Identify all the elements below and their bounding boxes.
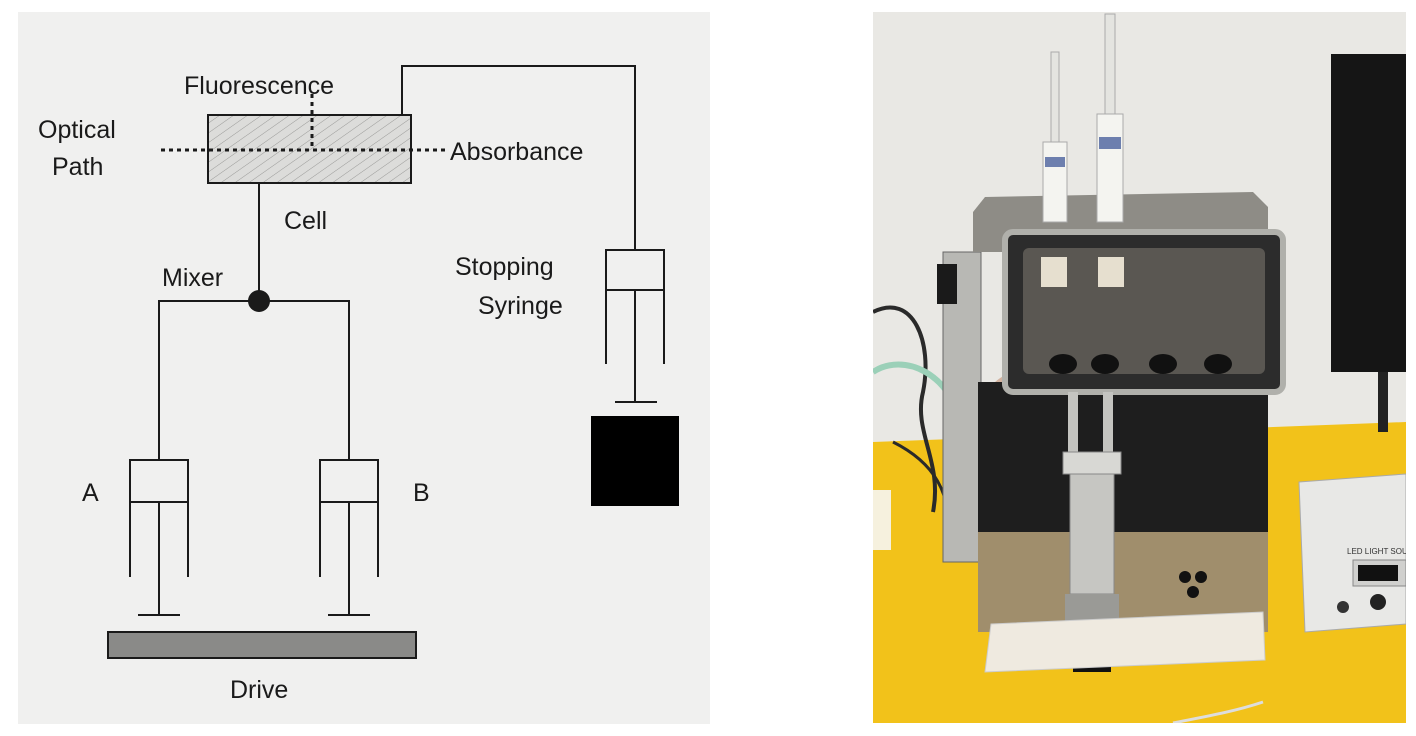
outlet-line <box>401 65 636 250</box>
led-light-source: LED LIGHT SOURCE <box>1298 473 1416 633</box>
stop-block <box>591 416 679 506</box>
rod-left <box>1068 392 1078 467</box>
mixer-branches <box>158 300 350 460</box>
top-syringe-left <box>1042 51 1068 223</box>
beaker <box>873 490 891 550</box>
cylinder <box>1069 473 1115 595</box>
label-fluorescence: Fluorescence <box>184 72 334 100</box>
base-plate <box>984 611 1266 673</box>
window-interior <box>1023 248 1265 374</box>
inner-fitting-2 <box>1091 354 1119 374</box>
label-b: B <box>413 479 430 507</box>
inner-fitting-4 <box>1204 354 1232 374</box>
label-drive: Drive <box>230 676 288 704</box>
label-mixer: Mixer <box>162 264 223 292</box>
stopping-syringe <box>605 249 665 403</box>
diagram-svg: Fluorescence Optical Path Absorbance Cel… <box>18 12 710 724</box>
label-path: Path <box>52 153 103 181</box>
photo-svg: LED LIGHT SOURCE <box>871 12 1416 725</box>
valve-head-2 <box>1098 257 1124 287</box>
syringe-a <box>129 459 189 616</box>
label-syringe: Syringe <box>478 292 563 320</box>
label-stopping: Stopping <box>455 253 554 281</box>
rod-right <box>1103 392 1113 467</box>
led-light-source-label: LED LIGHT SOURCE <box>1347 547 1406 556</box>
inner-fitting-3 <box>1149 354 1177 374</box>
label-optical: Optical <box>38 116 116 144</box>
logo-dot-2 <box>1195 571 1207 583</box>
inner-fitting-1 <box>1049 354 1077 374</box>
front-cable <box>1172 700 1264 725</box>
stopped-flow-diagram: Fluorescence Optical Path Absorbance Cel… <box>18 12 710 724</box>
monitor-stand <box>1378 372 1388 432</box>
cylinder-collar <box>1062 451 1122 475</box>
label-a: A <box>82 479 99 507</box>
monitor <box>1331 54 1406 372</box>
syringe-b <box>319 459 379 616</box>
instrument-photo: LED LIGHT SOURCE <box>871 12 1416 725</box>
logo-dot-3 <box>1187 586 1199 598</box>
logo-dot-1 <box>1179 571 1191 583</box>
valve-head-1 <box>1041 257 1067 287</box>
cable-left-1 <box>872 305 938 513</box>
label-cell: Cell <box>284 207 327 235</box>
label-absorbance: Absorbance <box>450 138 583 166</box>
drive-bar <box>107 631 417 659</box>
top-syringe-right <box>1096 13 1124 223</box>
side-valve <box>937 264 957 304</box>
